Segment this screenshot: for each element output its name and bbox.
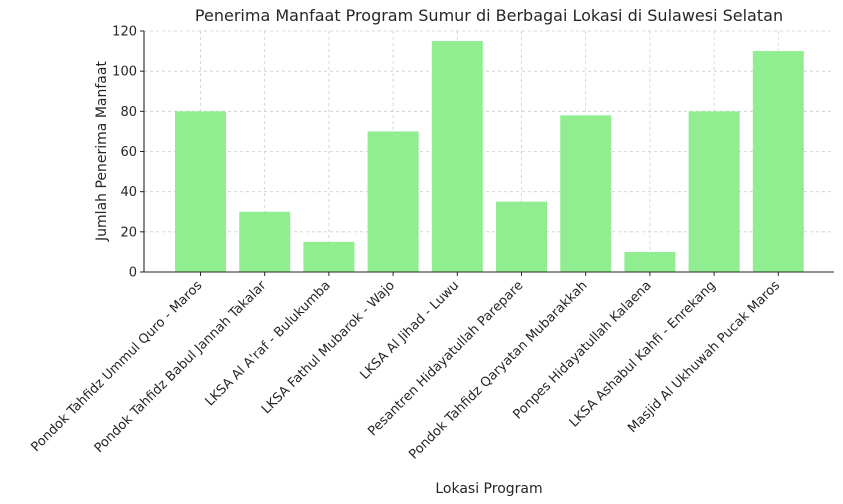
y-tick-label: 100 — [112, 65, 137, 80]
bar — [239, 211, 291, 272]
bar — [175, 111, 226, 272]
y-tick-labels: 0 20 40 60 80 100 120 — [112, 25, 144, 281]
x-tick-labels: Pondok Tahfidz Ummul Quro - MarosPondok … — [29, 272, 783, 462]
chart-title: Penerima Manfaat Program Sumur di Berbag… — [195, 6, 783, 25]
x-tick-label: Ponpes Hidayatullah Kalaena — [511, 278, 655, 422]
y-tick-label: 120 — [112, 25, 137, 40]
bar — [496, 201, 547, 272]
bar — [624, 251, 676, 272]
x-tick-label: LKSA Al A'raf - Bulukumba — [203, 278, 334, 409]
bar — [367, 131, 419, 272]
x-axis-label: Lokasi Program — [435, 481, 542, 497]
y-tick-label: 60 — [120, 145, 137, 160]
bar — [752, 51, 804, 273]
y-axis-label: Jumlah Penerima Manfaat — [94, 61, 110, 242]
bar-layer — [175, 41, 804, 273]
bar — [688, 111, 740, 272]
bar — [431, 41, 483, 272]
y-tick-label: 40 — [120, 185, 137, 200]
y-tick-label: 0 — [129, 266, 137, 281]
y-tick-label: 80 — [120, 105, 137, 120]
bar — [303, 241, 355, 272]
x-tick-label: LKSA Fathul Mubarok - Wajo — [259, 278, 398, 417]
bar — [560, 115, 612, 272]
y-tick-label: 20 — [120, 225, 137, 240]
